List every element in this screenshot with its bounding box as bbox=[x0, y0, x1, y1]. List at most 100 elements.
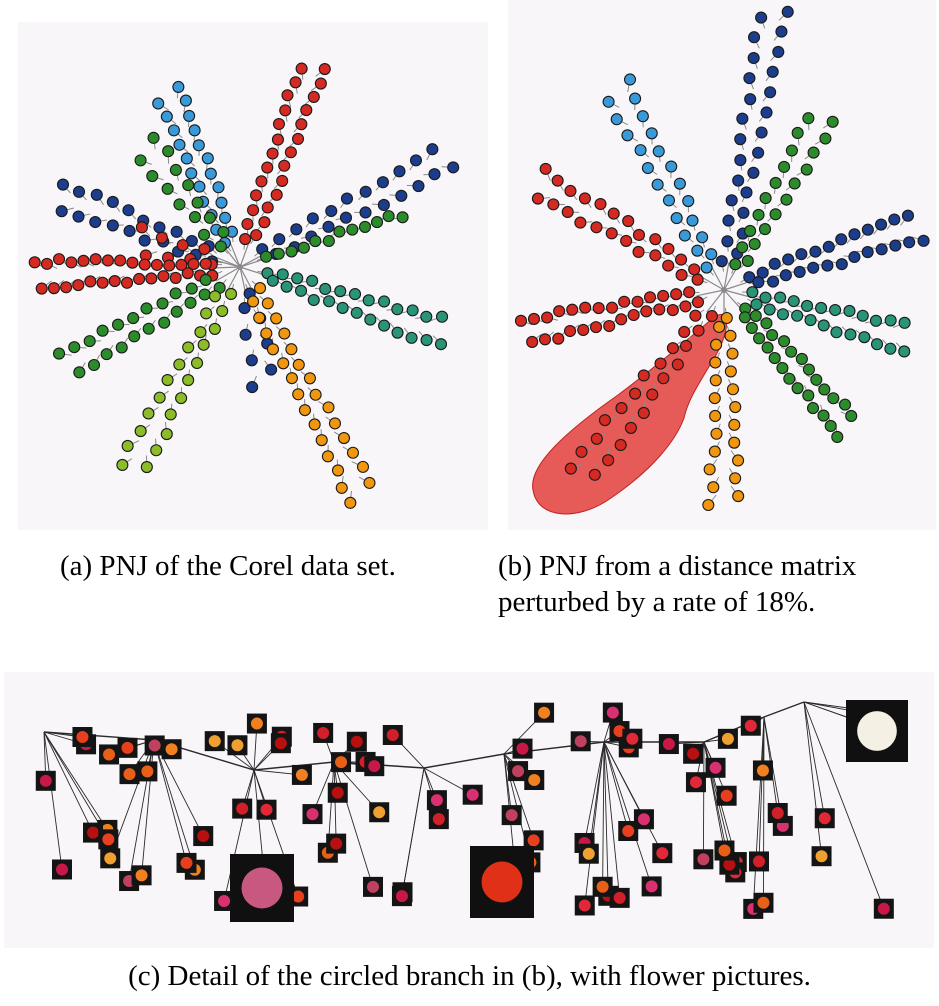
leaf-node bbox=[135, 221, 148, 234]
leaf-node bbox=[758, 223, 772, 236]
leaf-node bbox=[753, 332, 766, 345]
flower-icon bbox=[39, 774, 52, 787]
leaf-node bbox=[182, 341, 195, 354]
flower-thumbnail bbox=[83, 822, 104, 843]
leaf-node bbox=[736, 241, 749, 254]
leaf-node bbox=[334, 285, 347, 298]
leaf-node bbox=[788, 177, 801, 190]
flower-thumbnail bbox=[131, 865, 152, 886]
flower-thumbnail bbox=[364, 756, 385, 777]
leaf-node bbox=[691, 296, 705, 309]
leaf-node bbox=[745, 321, 758, 334]
leaf-node bbox=[602, 454, 615, 467]
leaf-node bbox=[632, 245, 645, 258]
leaf-node bbox=[818, 383, 831, 396]
leaf-node bbox=[250, 189, 263, 202]
leaf-node bbox=[161, 373, 174, 387]
leaf-node bbox=[815, 301, 828, 315]
leaf-node bbox=[759, 192, 772, 205]
flower-thumbnail bbox=[705, 757, 726, 778]
leaf-node bbox=[192, 139, 205, 152]
leaf-node bbox=[208, 322, 221, 335]
leaf-node bbox=[734, 154, 747, 167]
flower-thumbnail bbox=[752, 760, 773, 781]
leaf-node bbox=[309, 388, 322, 401]
leaf-node bbox=[294, 284, 308, 297]
flower-thumbnail bbox=[35, 770, 56, 791]
leaf-node bbox=[594, 197, 607, 211]
flower-icon bbox=[815, 850, 828, 863]
leaf-node bbox=[809, 245, 822, 258]
flower-thumbnail bbox=[658, 734, 679, 755]
leaf-node bbox=[183, 109, 196, 122]
rose-icon bbox=[481, 861, 523, 903]
leaf-node bbox=[622, 215, 635, 228]
leaf-node bbox=[77, 254, 90, 267]
leaf-node bbox=[167, 124, 180, 137]
leaf-node bbox=[898, 345, 911, 358]
sub-branch bbox=[702, 741, 705, 860]
sub-branch bbox=[43, 731, 63, 870]
leaf-node bbox=[654, 357, 667, 370]
leaf-node bbox=[333, 225, 346, 238]
leaf-node bbox=[169, 271, 182, 284]
leaf-node bbox=[273, 233, 286, 246]
leaf-node bbox=[216, 304, 229, 318]
leaf-node bbox=[266, 343, 280, 356]
leaf-node bbox=[750, 298, 763, 311]
leaf-node bbox=[87, 358, 101, 372]
leaf-node bbox=[657, 289, 670, 302]
leaf-node bbox=[181, 267, 194, 280]
flower-thumbnail bbox=[214, 890, 235, 911]
leaf-node bbox=[819, 132, 832, 145]
flower-thumbnail bbox=[811, 846, 832, 867]
leaf-node bbox=[793, 265, 806, 278]
leaf-node bbox=[185, 282, 198, 295]
leaf-node bbox=[405, 331, 418, 344]
leaf-node bbox=[335, 481, 348, 494]
leaf-node bbox=[319, 282, 332, 296]
flower-icon bbox=[505, 809, 518, 822]
leaf-node bbox=[708, 445, 721, 458]
leaf-node bbox=[265, 363, 278, 376]
flower-thumbnail bbox=[117, 737, 138, 758]
leaf-node bbox=[768, 352, 781, 365]
leaf-node bbox=[552, 332, 565, 345]
leaf-node bbox=[290, 223, 303, 236]
leaf-node bbox=[800, 163, 813, 176]
leaf-node bbox=[807, 146, 820, 159]
leaf-node bbox=[160, 110, 173, 123]
leaf-node bbox=[278, 327, 291, 340]
leaf-node bbox=[700, 261, 713, 274]
leaf-node bbox=[238, 302, 251, 315]
leaf-node bbox=[322, 234, 335, 248]
leaf-node bbox=[279, 104, 292, 117]
flower-icon bbox=[87, 826, 100, 839]
flower-thumbnail bbox=[592, 876, 613, 897]
leaf-node bbox=[356, 460, 370, 473]
flower-icon bbox=[818, 812, 831, 825]
flower-icon bbox=[687, 747, 700, 760]
flower-thumbnail bbox=[426, 790, 447, 811]
leaf-node bbox=[627, 308, 640, 322]
leaf-node bbox=[861, 246, 874, 259]
flower-thumbnail bbox=[232, 798, 253, 819]
sub-branch bbox=[803, 701, 885, 909]
flower-thumbnail bbox=[501, 805, 522, 826]
sub-branch bbox=[223, 769, 255, 902]
leaf-node bbox=[191, 196, 204, 209]
leaf-node bbox=[295, 62, 308, 75]
leaf-node bbox=[56, 178, 70, 191]
leaf-node bbox=[203, 211, 216, 224]
leaf-node bbox=[729, 258, 742, 271]
leaf-node bbox=[298, 404, 312, 417]
flower-thumbnail bbox=[618, 820, 639, 841]
leaf-node bbox=[686, 214, 699, 227]
leaf-node bbox=[325, 204, 338, 218]
leaf-node bbox=[775, 25, 788, 38]
leaf-node bbox=[173, 198, 186, 211]
leaf-node bbox=[84, 275, 97, 288]
leaf-node bbox=[285, 372, 298, 385]
flower-thumbnail bbox=[51, 859, 72, 880]
leaf-node bbox=[614, 438, 627, 452]
